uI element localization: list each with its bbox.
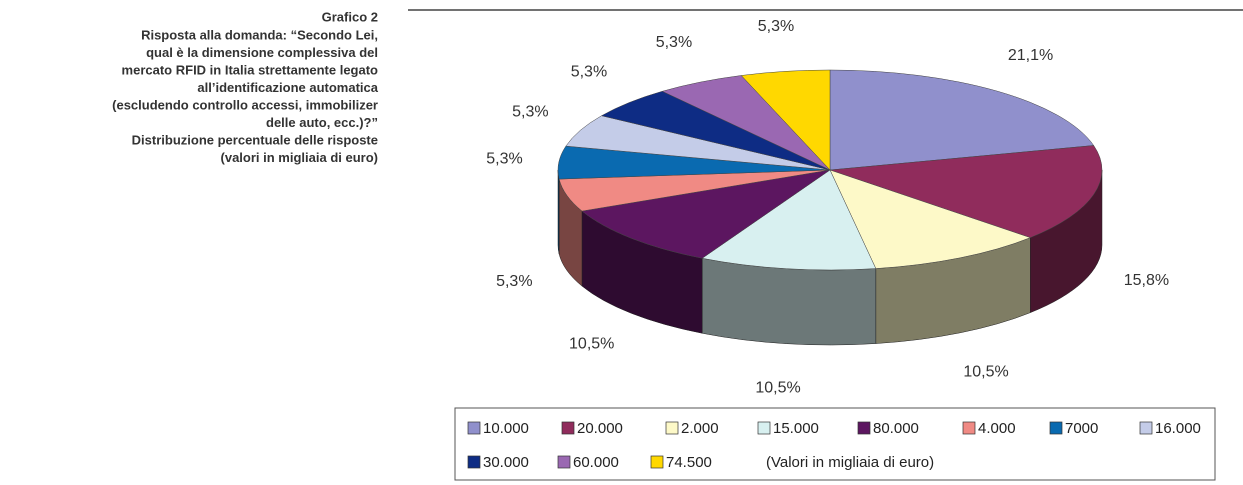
pie-wall [557,169,560,255]
data-label: 5,3% [656,34,692,51]
legend-label: 7000 [1065,420,1098,437]
data-label: 5,3% [486,150,522,167]
chart-subtitle: Distribuzione percentuale delle risposte [132,132,378,147]
legend-swatch [1139,421,1153,435]
data-label: 15,8% [1124,272,1169,289]
chart-subtitle: (valori in migliaia di euro) [221,150,378,165]
data-label: 5,3% [571,63,607,80]
data-label: 10,5% [569,335,614,352]
legend-label: 2.000 [681,420,719,437]
legend-swatch [1049,421,1063,435]
legend-label: 16.000 [1155,420,1201,437]
legend-swatch [857,421,871,435]
pie-slice [829,169,1032,269]
legend-label: 10.000 [483,420,529,437]
data-label: 10,5% [755,379,800,396]
legend-swatch [757,421,771,435]
pie-slice [581,169,831,259]
legend-label: 74.500 [666,454,712,471]
legend-swatch [665,421,679,435]
legend-box [454,407,1216,481]
legend-label: 60.000 [573,454,619,471]
legend-swatch [650,455,664,469]
pie-slice [829,69,1095,171]
legend-label: 20.000 [577,420,623,437]
chart-subtitle: (escludendo controllo accessi, immobiliz… [112,97,378,112]
data-label: 21,1% [1008,47,1053,64]
legend-note: (Valori in migliaia di euro) [766,454,934,471]
data-label: 10,5% [963,364,1008,381]
legend-swatch [467,421,481,435]
pie-wall [701,257,877,346]
chart-subtitle: mercato RFID in Italia strettamente lega… [122,62,379,77]
legend-label: 4.000 [978,420,1016,437]
chart-subtitle: all’identificazione automatica [197,80,378,95]
legend-label: 15.000 [773,420,819,437]
chart-title: Grafico 2 [322,9,378,24]
pie-slice [740,69,831,171]
legend-swatch [561,421,575,435]
data-label: 5,3% [496,273,532,290]
legend-swatch [467,455,481,469]
chart-subtitle: Risposta alla domanda: “Secondo Lei, [141,27,378,42]
pie-slice [829,145,1103,238]
pie-slice [701,169,877,271]
legend-swatch [962,421,976,435]
data-label: 5,3% [758,18,794,35]
legend-label: 80.000 [873,420,919,437]
legend-swatch [557,455,571,469]
chart-subtitle: qual è la dimensione complessiva del [146,45,378,60]
chart-subtitle: delle auto, ecc.)?” [266,115,378,130]
legend-label: 30.000 [483,454,529,471]
data-label: 5,3% [512,104,548,121]
